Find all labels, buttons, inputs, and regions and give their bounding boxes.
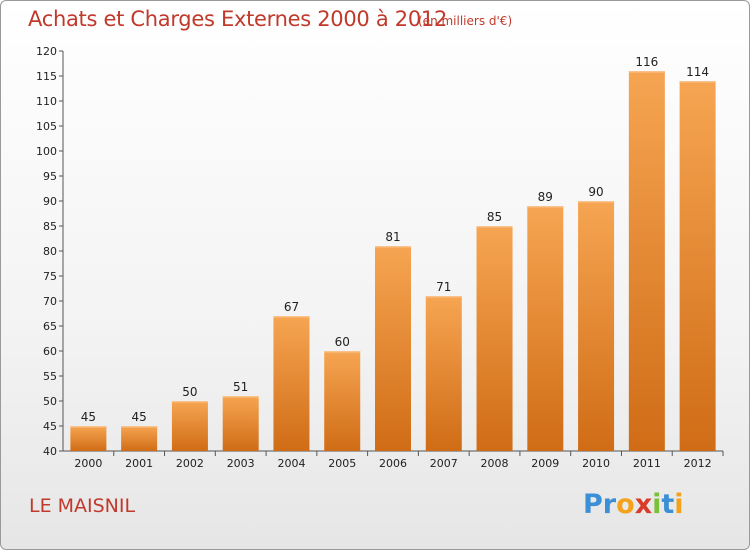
- bar-highlight: [578, 201, 615, 203]
- data-labels: 45 2000 45 2001 50 2002 51 2003 67 2004 60 2005 81 20…: [74, 55, 711, 470]
- bar-value-label: 114: [686, 65, 709, 79]
- chart-title: Achats et Charges Externes 2000 à 2012: [28, 7, 448, 31]
- bar-value-label: 81: [385, 230, 400, 244]
- bar-highlight: [70, 426, 107, 428]
- bar: [171, 401, 208, 451]
- bar-highlight: [171, 401, 208, 403]
- bar: [70, 426, 107, 451]
- bar-highlight: [527, 206, 564, 208]
- bars: [70, 71, 716, 451]
- x-tick-label: 2012: [684, 457, 712, 470]
- bar-value-label: 85: [487, 210, 502, 224]
- logo-letter: i: [674, 489, 684, 520]
- y-tick-label: 95: [43, 170, 57, 183]
- bar-value-label: 45: [132, 410, 147, 424]
- y-tick-label: 105: [36, 120, 57, 133]
- y-tick-label: 40: [43, 445, 57, 458]
- bar: [273, 316, 310, 451]
- bar-highlight: [476, 226, 513, 228]
- bar-value-label: 90: [588, 185, 603, 199]
- bar-highlight: [628, 71, 665, 73]
- y-tick-label: 50: [43, 395, 57, 408]
- bar-highlight: [679, 81, 716, 83]
- x-tick-label: 2000: [74, 457, 102, 470]
- proxiti-logo: Proxiti: [583, 489, 684, 520]
- y-tick-label: 70: [43, 295, 57, 308]
- y-tick-label: 100: [36, 145, 57, 158]
- logo-letter: P: [583, 489, 603, 520]
- logo-letter: x: [634, 489, 653, 520]
- bar: [628, 71, 665, 451]
- bar-value-label: 60: [335, 335, 350, 349]
- y-tick-label: 115: [36, 70, 57, 83]
- bar-value-label: 45: [81, 410, 96, 424]
- x-tick-label: 2002: [176, 457, 204, 470]
- x-tick-label: 2003: [227, 457, 255, 470]
- bar-highlight: [425, 296, 462, 298]
- logo-letter: i: [652, 489, 662, 520]
- bar: [222, 396, 259, 451]
- x-tick-label: 2007: [430, 457, 458, 470]
- x-tick-label: 2009: [531, 457, 559, 470]
- bar: [324, 351, 361, 451]
- commune-name: LE MAISNIL: [29, 495, 136, 517]
- bar-value-label: 51: [233, 380, 248, 394]
- bar-highlight: [222, 396, 259, 398]
- bar: [375, 246, 411, 451]
- logo-letter: t: [661, 489, 675, 520]
- x-tick-label: 2010: [582, 457, 610, 470]
- logo-letter: o: [616, 489, 635, 520]
- bar: [476, 226, 513, 451]
- bar: [527, 206, 564, 451]
- bar: [679, 81, 716, 451]
- y-tick-label: 60: [43, 345, 57, 358]
- x-tick-label: 2005: [328, 457, 356, 470]
- bar-highlight: [273, 316, 310, 318]
- chart-unit: (en milliers d'€): [418, 14, 513, 28]
- bar-value-label: 116: [635, 55, 658, 69]
- bar-highlight: [121, 426, 158, 428]
- bar: [425, 296, 462, 451]
- bar-value-label: 67: [284, 300, 299, 314]
- x-tick-label: 2006: [379, 457, 407, 470]
- y-tick-label: 110: [36, 95, 57, 108]
- bar-value-label: 50: [182, 385, 197, 399]
- y-tick-label: 80: [43, 245, 57, 258]
- logo-letter: r: [602, 489, 617, 520]
- axes: 40 45 50 55 60 65 70 75 80 85 90 95 100 105 110 115 120: [36, 45, 724, 458]
- x-tick-label: 2004: [277, 457, 305, 470]
- y-tick-label: 75: [43, 270, 57, 283]
- y-tick-label: 120: [36, 45, 57, 58]
- y-tick-label: 85: [43, 220, 57, 233]
- x-tick-label: 2011: [633, 457, 661, 470]
- y-tick-label: 55: [43, 370, 57, 383]
- bar-value-label: 71: [436, 280, 451, 294]
- bar: [578, 201, 615, 451]
- bar-highlight: [324, 351, 361, 353]
- y-tick-label: 65: [43, 320, 57, 333]
- x-tick-label: 2008: [481, 457, 509, 470]
- y-tick-label: 45: [43, 420, 57, 433]
- y-tick-label: 90: [43, 195, 57, 208]
- x-tick-label: 2001: [125, 457, 153, 470]
- bar-value-label: 89: [538, 190, 553, 204]
- bar-highlight: [375, 246, 411, 248]
- bar: [121, 426, 158, 451]
